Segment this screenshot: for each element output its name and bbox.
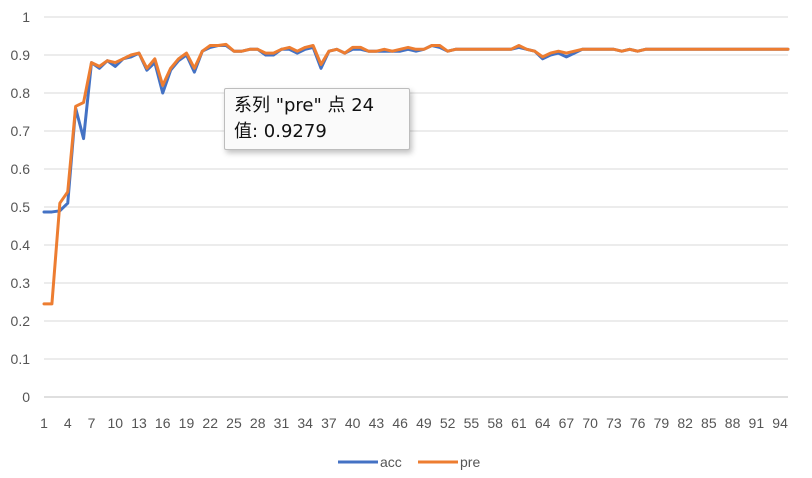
data-point-tooltip: 系列 "pre" 点 24 值: 0.9279 [224,88,410,150]
x-tick-label: 73 [606,415,622,431]
x-tick-label: 28 [250,415,266,431]
tooltip-value: 值: 0.9279 [234,121,327,142]
y-tick-label: 0.4 [11,237,31,253]
legend: acc pre [338,454,480,470]
x-tick-label: 34 [297,415,313,431]
x-tick-label: 64 [535,415,551,431]
x-tick-label: 67 [559,415,575,431]
x-tick-label: 58 [487,415,503,431]
y-tick-label: 0.7 [11,123,31,139]
x-tick-label: 46 [392,415,408,431]
y-tick-label: 0.2 [11,313,31,329]
x-tick-label: 13 [131,415,147,431]
y-tick-label: 0.8 [11,85,31,101]
y-tick-label: 0 [22,389,30,405]
x-tick-label: 79 [654,415,670,431]
y-axis: 0 0.1 0.2 0.3 0.4 0.5 0.6 0.7 0.8 0.9 1 [11,9,31,405]
x-tick-label: 4 [64,415,72,431]
x-tick-label: 94 [772,415,788,431]
x-tick-label: 55 [464,415,480,431]
x-tick-label: 70 [582,415,598,431]
y-tick-label: 1 [22,9,30,25]
x-tick-label: 7 [88,415,96,431]
x-tick-label: 1 [40,415,48,431]
x-tick-label: 76 [630,415,646,431]
x-tick-label: 43 [369,415,385,431]
x-tick-label: 61 [511,415,527,431]
x-tick-label: 85 [701,415,717,431]
y-tick-label: 0.3 [11,275,31,291]
x-tick-label: 10 [107,415,123,431]
legend-label-acc: acc [380,454,402,470]
x-tick-label: 25 [226,415,242,431]
gridlines [44,16,788,398]
series-line-pre [42,42,790,306]
x-tick-label: 91 [749,415,765,431]
x-tick-label: 52 [440,415,456,431]
x-tick-label: 19 [179,415,195,431]
x-tick-label: 88 [725,415,741,431]
tooltip-series-point: 系列 "pre" 点 24 [234,95,375,116]
x-tick-label: 82 [677,415,693,431]
x-tick-label: 31 [274,415,290,431]
x-tick-label: 22 [202,415,218,431]
y-tick-label: 0.5 [11,199,31,215]
y-tick-label: 0.1 [11,351,31,367]
y-tick-label: 0.9 [11,47,31,63]
x-axis: 1 4 7 10 13 16 19 22 25 28 31 34 37 40 43 46 49 52 55 58 61 6… [40,415,788,431]
series-lines [42,42,790,306]
x-tick-label: 16 [155,415,171,431]
y-tick-label: 0.6 [11,161,31,177]
x-tick-label: 49 [416,415,432,431]
x-tick-label: 37 [321,415,337,431]
series-line-acc [42,44,790,214]
x-tick-label: 40 [345,415,361,431]
legend-label-pre: pre [460,454,480,470]
